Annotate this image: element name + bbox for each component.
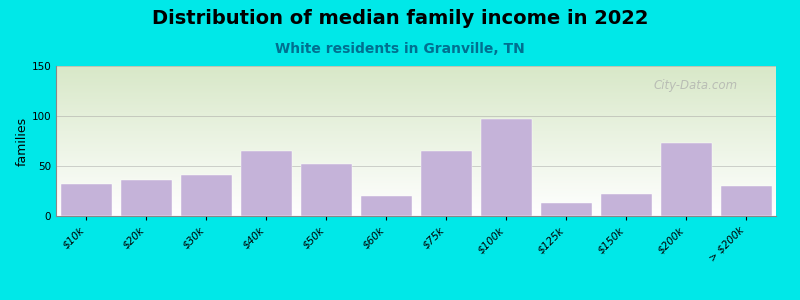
Bar: [181, 175, 231, 216]
Text: White residents in Granville, TN: White residents in Granville, TN: [275, 42, 525, 56]
Text: Distribution of median family income in 2022: Distribution of median family income in …: [152, 9, 648, 28]
Bar: [361, 196, 411, 216]
Bar: [121, 180, 171, 216]
Bar: [421, 151, 471, 216]
Bar: [601, 194, 651, 216]
Bar: [301, 164, 351, 216]
Bar: [661, 143, 711, 216]
Y-axis label: families: families: [16, 116, 29, 166]
Bar: [61, 184, 111, 216]
Bar: [241, 151, 291, 216]
Bar: [721, 186, 771, 216]
Bar: [481, 119, 531, 216]
Bar: [541, 203, 591, 216]
Text: City-Data.com: City-Data.com: [654, 79, 738, 92]
